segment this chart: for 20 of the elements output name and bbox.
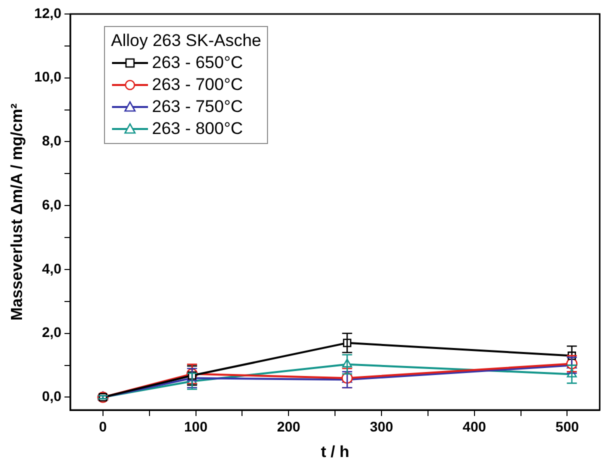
y-axis-title: Masseverlust Δm/A / mg/cm² [9,103,26,321]
y-tick-label: 6,0 [42,196,62,212]
x-tick-label: 400 [462,418,486,434]
x-tick-label: 200 [276,418,301,434]
x-tick-label: 300 [370,418,394,434]
legend-label: 263 - 650°C [152,52,243,74]
y-tick-label: 8,0 [42,132,62,149]
y-tick-label: 12,0 [34,4,62,21]
y-tick-label: 2,0 [42,324,62,340]
x-axis-title: t / h [320,444,350,461]
x-tick-label: 100 [184,418,208,434]
y-tick-label: 0,0 [42,388,62,404]
x-tick-label: 500 [556,418,580,434]
legend-label: 263 - 800°C [152,118,243,140]
x-tick-label: 0 [99,418,108,434]
legend-title: Alloy 263 SK-Asche [111,30,262,52]
legend-label: 263 - 700°C [152,74,243,96]
legend-label: 263 - 750°C [152,96,243,118]
y-tick-label: 10,0 [34,68,62,85]
y-tick-label: 4,0 [42,260,62,276]
